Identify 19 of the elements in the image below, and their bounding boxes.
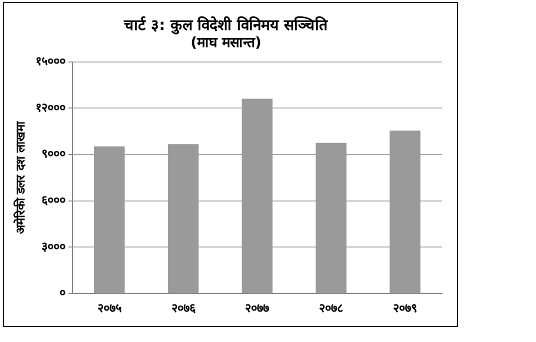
chart-subtitle: (माघ मसान्त) [190,35,262,52]
y-tick-label: ६००० [41,193,66,208]
y-axis-title: अमेरिकी डलर दश लाखमा [13,120,28,234]
bar [242,98,273,294]
y-tick-label: ० [59,286,66,300]
y-tick-label: १२००० [35,100,66,114]
y-tick-label: ९००० [41,146,66,161]
chart-title: चार्ट ३: कुल विदेशी विनिमय सञ्चिति [122,16,330,35]
bar [390,130,420,294]
x-tick-label: २०७६ [171,300,196,315]
y-tick-label: १५००० [35,54,66,68]
x-tick-label: २०७७ [245,300,270,315]
bar [168,144,199,294]
x-tick-label: २०७८ [319,300,344,315]
bar [94,146,125,294]
x-tick-label: २०७९ [393,300,418,315]
x-tick-label: २०७५ [97,300,122,315]
bar [316,142,346,294]
y-tick-label: ३००० [41,239,66,254]
